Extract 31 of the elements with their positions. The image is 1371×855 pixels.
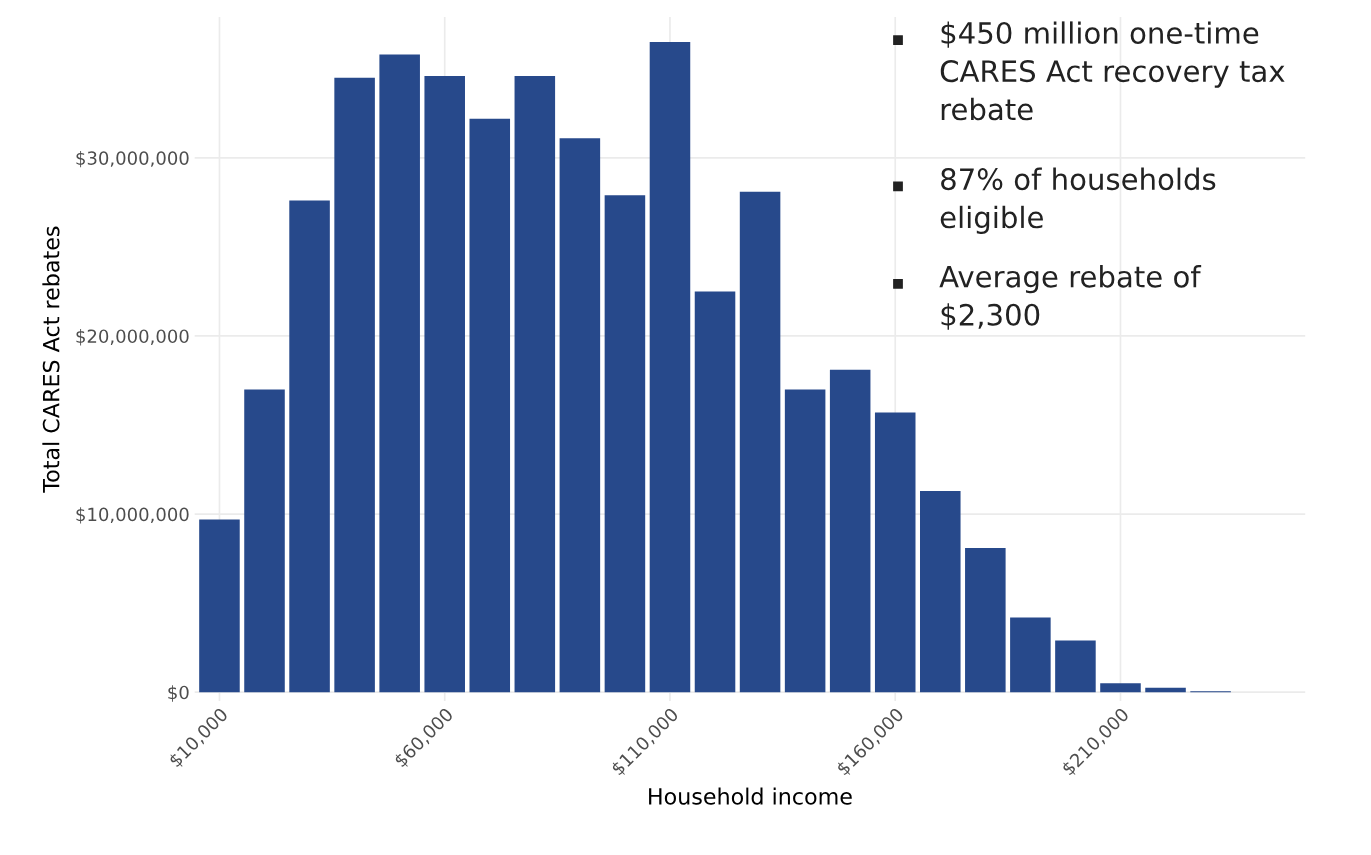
bar — [874, 412, 916, 693]
bar — [199, 519, 240, 693]
bar — [1010, 617, 1051, 693]
bar — [920, 490, 961, 693]
bar — [469, 118, 511, 693]
bar — [514, 75, 556, 693]
bar — [694, 291, 736, 693]
bar — [739, 191, 781, 693]
y-tick-label: $20,000,000 — [76, 329, 189, 346]
annotation: Average rebate of $2,300 — [939, 265, 1202, 330]
y-tick-label: $10,000,000 — [76, 507, 189, 524]
y-tick-label: $30,000,000 — [76, 150, 189, 168]
bar — [424, 75, 465, 693]
bar — [1100, 683, 1141, 693]
bar — [379, 54, 420, 693]
bar — [1055, 640, 1096, 693]
x-axis-title: Household income — [649, 787, 852, 805]
bar — [965, 547, 1006, 693]
y-tick-label: $0 — [168, 685, 189, 702]
annotation: $450 million one-time CARES Act recovery tax rebate — [940, 21, 1285, 121]
bar — [244, 389, 285, 693]
bar — [334, 77, 375, 693]
bar — [649, 42, 691, 693]
bar — [1145, 687, 1186, 693]
bar — [829, 369, 871, 693]
bar — [559, 138, 601, 693]
bar — [604, 195, 646, 693]
bar — [784, 389, 826, 693]
annotation: 87% of households eligible — [940, 167, 1216, 235]
y-axis-title: Total CARES Act rebates — [42, 226, 60, 493]
bar — [289, 200, 330, 693]
